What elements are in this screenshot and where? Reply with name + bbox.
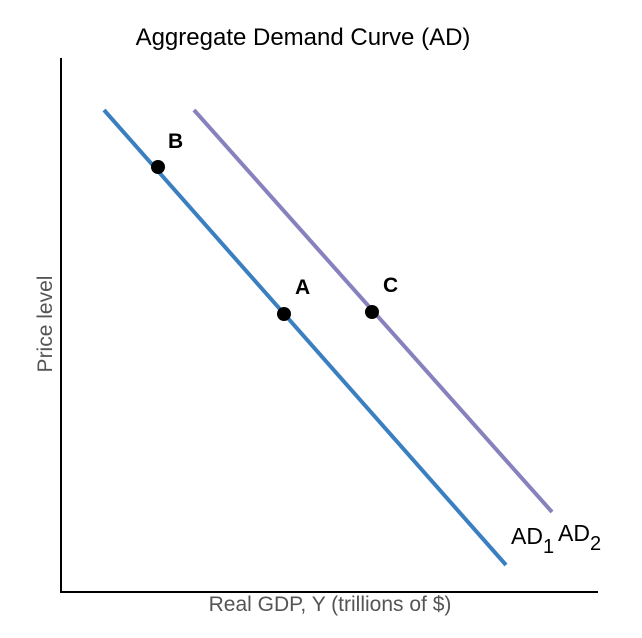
x-axis-label: Real GDP, Y (trillions of $) bbox=[208, 593, 452, 616]
point-a-marker bbox=[277, 307, 291, 321]
ad1-curve-subscript: 1 bbox=[542, 536, 555, 558]
chart-title: Aggregate Demand Curve (AD) bbox=[135, 24, 471, 51]
point-b-label: B bbox=[168, 130, 184, 153]
point-c-label: C bbox=[383, 274, 399, 297]
ad2-curve-label: AD2 bbox=[558, 520, 601, 555]
point-c-marker bbox=[365, 305, 379, 319]
ad2-curve-subscript: 2 bbox=[589, 533, 602, 555]
ad1-curve-label: AD1 bbox=[511, 523, 554, 558]
ad2-curve-name: AD bbox=[558, 520, 590, 546]
y-axis-label: Price level bbox=[34, 275, 57, 373]
ad1-curve bbox=[102, 108, 508, 567]
point-a-label: A bbox=[295, 276, 311, 299]
point-b-marker bbox=[151, 160, 165, 174]
ad1-curve-name: AD bbox=[511, 523, 543, 549]
